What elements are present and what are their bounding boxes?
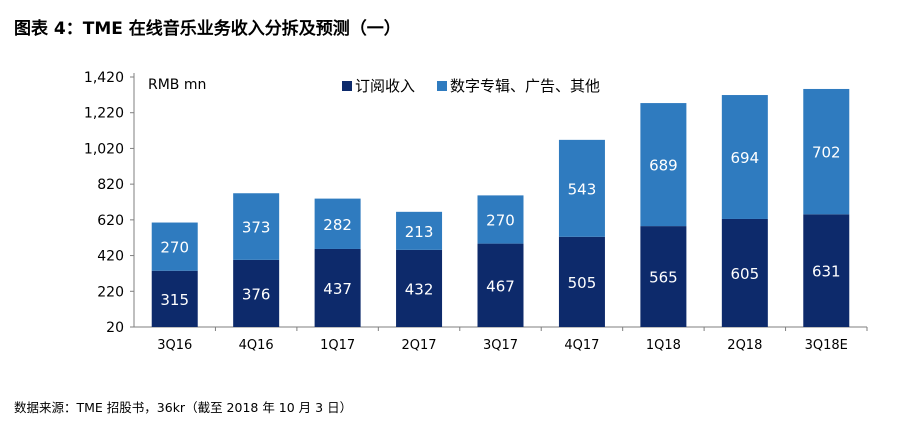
- y-tick-label: 820: [97, 177, 124, 193]
- data-label-subscription: 505: [568, 274, 597, 292]
- y-tick-label: 220: [97, 284, 124, 300]
- data-label-other: 543: [568, 180, 597, 198]
- legend-swatch-2: [437, 81, 447, 91]
- data-label-subscription: 315: [160, 291, 189, 309]
- bar-subscription-3q16: [151, 270, 198, 327]
- bar-subscription-4q17: [558, 236, 605, 327]
- bar-subscription-4q16: [233, 259, 280, 327]
- bar-subscription-2q18: [721, 218, 768, 327]
- bar-other-1q18: [640, 103, 687, 227]
- bar-subscription-3q18e: [803, 214, 850, 327]
- data-label-other: 702: [812, 144, 841, 162]
- bar-other-3q18e: [803, 88, 850, 215]
- data-label-other: 270: [486, 212, 515, 230]
- y-tick-label: 420: [97, 249, 124, 265]
- x-tick-label: 3Q17: [483, 338, 518, 353]
- data-label-subscription: 437: [323, 280, 352, 298]
- data-label-subscription: 631: [812, 263, 841, 281]
- x-tick-label: 2Q17: [402, 338, 437, 353]
- x-tick-label: 3Q18E: [805, 338, 848, 353]
- data-label-subscription: 376: [242, 285, 271, 303]
- data-label-subscription: 605: [731, 265, 760, 283]
- y-tick-label: 620: [97, 213, 124, 229]
- x-tick-label: 1Q18: [646, 338, 681, 353]
- bar-subscription-1q18: [640, 226, 687, 327]
- data-label-subscription: 467: [486, 277, 515, 295]
- bar-subscription-2q17: [396, 249, 443, 327]
- bar-other-4q17: [558, 139, 605, 237]
- bar-other-2q18: [721, 95, 768, 219]
- y-unit-label: RMB mn: [148, 77, 206, 93]
- data-label-subscription: 432: [405, 280, 434, 298]
- y-tick-label: 1,020: [84, 141, 124, 157]
- x-tick-label: 2Q18: [727, 338, 762, 353]
- data-label-other: 689: [649, 157, 678, 175]
- source-note: 数据来源：TME 招股书，36kr（截至 2018 年 10 月 3 日）: [14, 400, 353, 415]
- data-label-other: 270: [160, 239, 189, 257]
- bar-other-1q17: [314, 198, 361, 249]
- data-label-other: 213: [405, 223, 434, 241]
- y-tick-label: 20: [106, 320, 124, 336]
- y-tick-label: 1,220: [84, 106, 124, 122]
- bar-other-3q16: [151, 222, 198, 271]
- bar-other-4q16: [233, 193, 280, 260]
- x-tick-label: 3Q16: [157, 338, 192, 353]
- legend-label-1: 订阅收入: [355, 77, 415, 95]
- x-tick-label: 1Q17: [320, 338, 355, 353]
- bar-subscription-3q17: [477, 243, 524, 327]
- data-label-other: 282: [323, 216, 352, 234]
- bar-subscription-1q17: [314, 248, 361, 327]
- data-label-subscription: 565: [649, 269, 678, 287]
- x-tick-label: 4Q17: [564, 338, 599, 353]
- legend-swatch-1: [342, 81, 352, 91]
- data-label-other: 694: [731, 149, 760, 167]
- figure-title: 图表 4：TME 在线音乐业务收入分拆及预测（一）: [14, 19, 401, 39]
- x-tick-label: 4Q16: [239, 338, 274, 353]
- y-tick-label: 1,420: [84, 70, 124, 86]
- legend-label-2: 数字专辑、广告、其他: [450, 77, 600, 95]
- data-label-other: 373: [242, 219, 271, 237]
- bar-other-3q17: [477, 195, 524, 244]
- bar-other-2q17: [396, 211, 443, 250]
